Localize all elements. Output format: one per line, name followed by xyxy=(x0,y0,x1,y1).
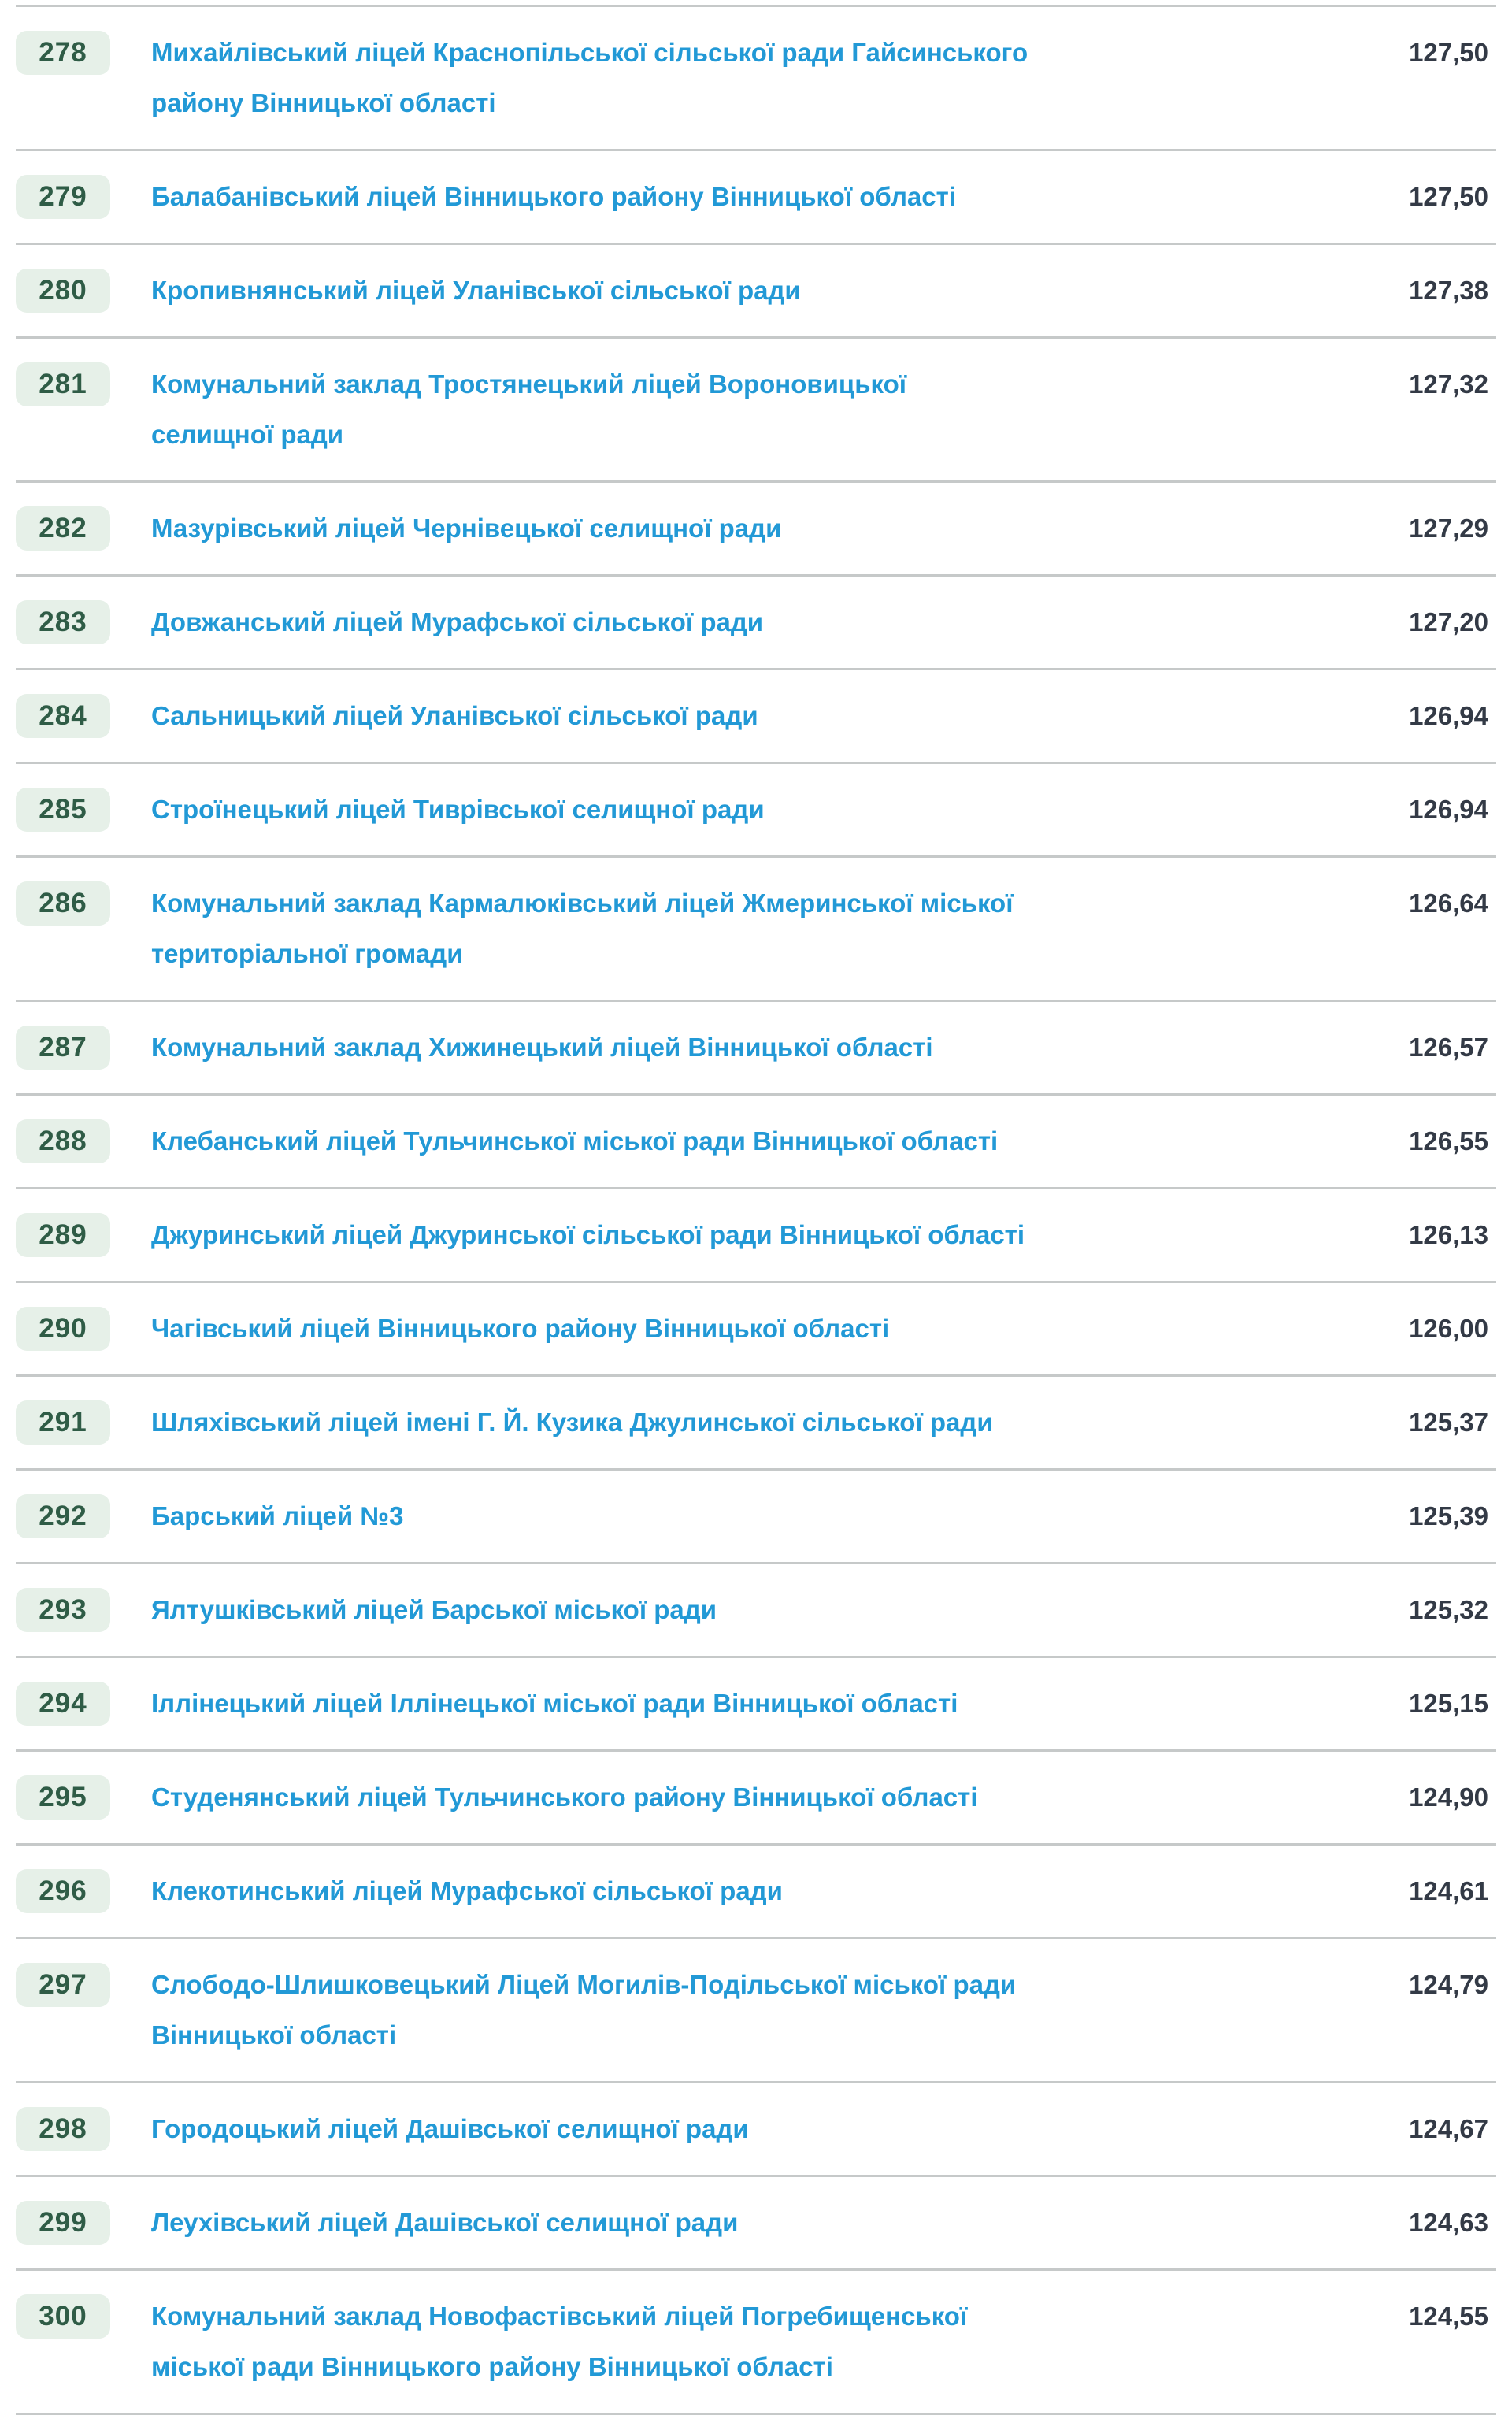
score-value: 126,00 xyxy=(1409,1314,1488,1343)
table-row: 299 Леухівський ліцей Дашівської селищно… xyxy=(16,2175,1496,2268)
score-value: 127,38 xyxy=(1409,276,1488,305)
school-link[interactable]: Студенянський ліцей Тульчинського району… xyxy=(151,1782,978,1812)
school-link[interactable]: Балабанівський ліцей Вінницького району … xyxy=(151,182,956,211)
school-link[interactable]: Іллінецький ліцей Іллінецької міської ра… xyxy=(151,1689,958,1718)
score-value: 124,79 xyxy=(1409,1970,1488,1999)
school-link[interactable]: Довжанський ліцей Мурафської сільської р… xyxy=(151,607,764,636)
score-value: 125,37 xyxy=(1409,1408,1488,1437)
table-row: 294 Іллінецький ліцей Іллінецької місько… xyxy=(16,1656,1496,1749)
rank-badge: 294 xyxy=(16,1682,110,1726)
rank-badge: 288 xyxy=(16,1119,110,1163)
score-value: 126,94 xyxy=(1409,795,1488,824)
score-value: 126,64 xyxy=(1409,888,1488,918)
score-value: 127,50 xyxy=(1409,38,1488,67)
table-row: 279 Балабанівський ліцей Вінницького рай… xyxy=(16,149,1496,243)
school-link[interactable]: Строїнецький ліцей Тиврівської селищної … xyxy=(151,795,765,824)
score-value: 124,67 xyxy=(1409,2114,1488,2143)
rank-badge: 298 xyxy=(16,2107,110,2151)
school-link[interactable]: Барський ліцей №3 xyxy=(151,1501,404,1530)
table-row: 280 Кропивнянський ліцей Уланівської сіл… xyxy=(16,243,1496,336)
score-value: 126,57 xyxy=(1409,1033,1488,1062)
table-row: 285 Строїнецький ліцей Тиврівської селищ… xyxy=(16,762,1496,855)
table-row: 298 Городоцький ліцей Дашівської селищно… xyxy=(16,2081,1496,2175)
school-link[interactable]: Городоцький ліцей Дашівської селищної ра… xyxy=(151,2114,749,2143)
rank-badge: 287 xyxy=(16,1026,110,1070)
rank-badge: 285 xyxy=(16,788,110,832)
rank-badge: 293 xyxy=(16,1588,110,1632)
rank-badge: 282 xyxy=(16,506,110,551)
score-value: 124,63 xyxy=(1409,2208,1488,2237)
table-row: 297 Слободо-Шлишковецький Ліцей Могилів-… xyxy=(16,1937,1496,2081)
rank-badge: 290 xyxy=(16,1307,110,1351)
rank-badge: 286 xyxy=(16,881,110,926)
table-row: 287 Комунальний заклад Хижинецький ліцей… xyxy=(16,1000,1496,1093)
table-row: 300 Комунальний заклад Новофастівський л… xyxy=(16,2268,1496,2415)
table-row: 295 Студенянський ліцей Тульчинського ра… xyxy=(16,1749,1496,1843)
school-link[interactable]: Сальницький ліцей Уланівської сільської … xyxy=(151,701,758,730)
rank-badge: 280 xyxy=(16,269,110,313)
table-row: 281 Комунальний заклад Тростянецький ліц… xyxy=(16,336,1496,480)
rank-badge: 291 xyxy=(16,1400,110,1445)
score-value: 125,39 xyxy=(1409,1501,1488,1530)
table-row: 288 Клебанський ліцей Тульчинської міськ… xyxy=(16,1093,1496,1187)
school-link[interactable]: Клекотинський ліцей Мурафської сільської… xyxy=(151,1876,783,1905)
school-link[interactable]: Кропивнянський ліцей Уланівської сільськ… xyxy=(151,276,801,305)
score-value: 126,55 xyxy=(1409,1126,1488,1156)
rank-badge: 296 xyxy=(16,1869,110,1913)
score-value: 126,13 xyxy=(1409,1220,1488,1249)
rank-badge: 281 xyxy=(16,362,110,406)
school-link[interactable]: Мазурівський ліцей Чернівецької селищної… xyxy=(151,514,782,543)
score-value: 125,15 xyxy=(1409,1689,1488,1718)
table-row: 284 Сальницький ліцей Уланівської сільсь… xyxy=(16,668,1496,762)
score-value: 126,94 xyxy=(1409,701,1488,730)
score-value: 127,29 xyxy=(1409,514,1488,543)
rank-badge: 289 xyxy=(16,1213,110,1257)
table-row: 292 Барський ліцей №3 125,39 xyxy=(16,1468,1496,1562)
score-value: 125,32 xyxy=(1409,1595,1488,1624)
school-link[interactable]: Леухівський ліцей Дашівської селищної ра… xyxy=(151,2208,739,2237)
table-row: 296 Клекотинський ліцей Мурафської сільс… xyxy=(16,1843,1496,1937)
school-link[interactable]: Комунальний заклад Новофастівський ліцей… xyxy=(151,2302,968,2381)
rank-badge: 278 xyxy=(16,31,110,75)
school-link[interactable]: Комунальний заклад Кармалюківський ліцей… xyxy=(151,888,1014,968)
rank-badge: 299 xyxy=(16,2201,110,2245)
score-value: 127,50 xyxy=(1409,182,1488,211)
school-link[interactable]: Комунальний заклад Тростянецький ліцей В… xyxy=(151,369,907,449)
school-link[interactable]: Чагівський ліцей Вінницького району Вінн… xyxy=(151,1314,890,1343)
score-value: 124,90 xyxy=(1409,1782,1488,1812)
rank-badge: 284 xyxy=(16,694,110,738)
rank-badge: 279 xyxy=(16,175,110,219)
score-value: 127,20 xyxy=(1409,607,1488,636)
school-link[interactable]: Клебанський ліцей Тульчинської міської р… xyxy=(151,1126,999,1156)
school-link[interactable]: Слободо-Шлишковецький Ліцей Могилів-Поді… xyxy=(151,1970,1017,2050)
rank-badge: 295 xyxy=(16,1775,110,1820)
table-row: 283 Довжанський ліцей Мурафської сільськ… xyxy=(16,574,1496,668)
score-value: 124,61 xyxy=(1409,1876,1488,1905)
table-row: 278 Михайлівський ліцей Краснопільської … xyxy=(16,5,1496,149)
table-row: 290 Чагівський ліцей Вінницького району … xyxy=(16,1281,1496,1374)
school-link[interactable]: Михайлівський ліцей Краснопільської сіль… xyxy=(151,38,1028,117)
score-value: 127,32 xyxy=(1409,369,1488,399)
table-row: 282 Мазурівський ліцей Чернівецької сели… xyxy=(16,480,1496,574)
school-link[interactable]: Ялтушківський ліцей Барської міської рад… xyxy=(151,1595,717,1624)
table-row: 286 Комунальний заклад Кармалюківський л… xyxy=(16,855,1496,1000)
score-value: 124,55 xyxy=(1409,2302,1488,2331)
rank-badge: 292 xyxy=(16,1494,110,1538)
table-row: 291 Шляхівський ліцей імені Г. Й. Кузика… xyxy=(16,1374,1496,1468)
school-link[interactable]: Джуринський ліцей Джуринської сільської … xyxy=(151,1220,1025,1249)
rank-badge: 283 xyxy=(16,600,110,644)
school-link[interactable]: Комунальний заклад Хижинецький ліцей Він… xyxy=(151,1033,933,1062)
table-row: 289 Джуринський ліцей Джуринської сільсь… xyxy=(16,1187,1496,1281)
school-link[interactable]: Шляхівський ліцей імені Г. Й. Кузика Джу… xyxy=(151,1408,993,1437)
table-row: 293 Ялтушківський ліцей Барської міської… xyxy=(16,1562,1496,1656)
rank-badge: 297 xyxy=(16,1963,110,2007)
rank-badge: 300 xyxy=(16,2294,110,2339)
